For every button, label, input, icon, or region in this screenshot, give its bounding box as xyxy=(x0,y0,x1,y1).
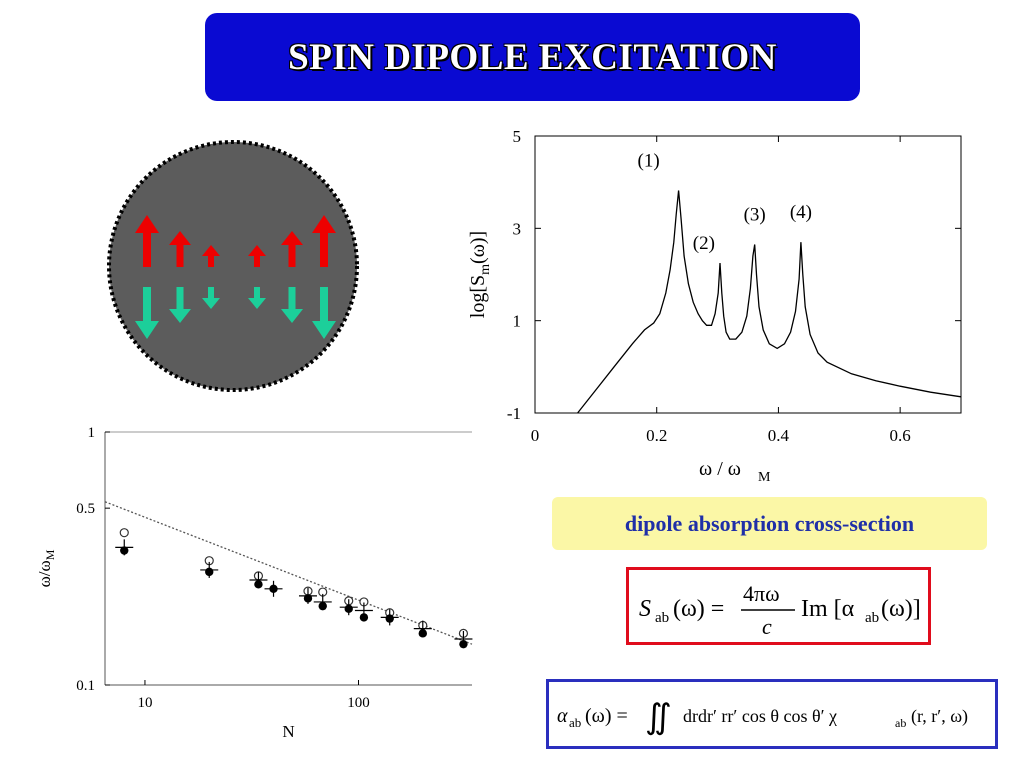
y-tick-label: 0.1 xyxy=(76,678,95,694)
formula1-lhs: S xyxy=(639,596,651,622)
x-axis-label: N xyxy=(282,722,294,741)
filled-circle-point xyxy=(254,580,263,589)
formula1-rhs: Im [α xyxy=(801,596,855,622)
y-tick-label: 1 xyxy=(513,312,522,331)
y-tick-label: -1 xyxy=(507,404,521,423)
filled-circle-point xyxy=(418,629,427,638)
filled-circle-point xyxy=(269,584,278,594)
y-tick-label: 1 xyxy=(88,425,96,441)
spectrum-plot-frame xyxy=(534,135,962,414)
y-axis-label: log[Sm(ω)] xyxy=(467,231,493,318)
frequency-chart: 10 100 0.1 0.5 1 Nω/ωM xyxy=(35,425,473,741)
title-banner: SPIN DIPOLE EXCITATION xyxy=(205,13,860,101)
y-tick-label: 5 xyxy=(513,127,522,146)
spin-diagram xyxy=(107,140,359,392)
spin-down-arrow xyxy=(202,287,220,309)
polarizability-formula: α ab (ω) = ∬ drdr′ rr′ cos θ cos θ′ χ ab… xyxy=(546,679,998,749)
spin-up-arrow xyxy=(169,231,191,267)
x-axis-label-sub: M xyxy=(758,470,771,485)
formula2-tail: (r, r′, ω) xyxy=(911,706,968,727)
spin-up-arrow xyxy=(202,245,220,267)
peak-label: (2) xyxy=(693,233,715,254)
spin-down-arrow xyxy=(169,287,191,323)
formula1-arg: (ω) = xyxy=(673,596,724,622)
spectrum-chart: 0 0.2 0.4 0.6 -1 1 3 5 (1) (2) (3) (4) ω / ω Mlog[Sm(… xyxy=(467,127,962,485)
trend-dotted-line xyxy=(104,501,473,645)
x-tick-label: 0.6 xyxy=(890,426,911,445)
spin-down-arrow xyxy=(248,287,266,309)
open-circle-point xyxy=(119,528,129,538)
x-tick-label: 10 xyxy=(137,695,152,711)
x-axis-label: ω / ω xyxy=(699,458,741,480)
x-tick-label: 0.2 xyxy=(646,426,667,445)
formula1-numerator: 4πω xyxy=(743,581,780,606)
formula2-integral: ∬ xyxy=(645,699,672,736)
filled-circle-point xyxy=(303,594,313,603)
filled-circle-point xyxy=(385,614,394,623)
spin-up-arrow xyxy=(281,231,303,267)
formula2-lhs: α xyxy=(557,705,568,727)
x-tick-label: 0.4 xyxy=(768,426,790,445)
y-tick-label: 3 xyxy=(513,219,522,238)
filled-circle-point xyxy=(459,639,468,649)
x-tick-label: 100 xyxy=(347,695,370,711)
filled-circle-point xyxy=(205,567,214,577)
formula2-chi-sub: ab xyxy=(895,716,906,730)
filled-circle-point xyxy=(318,601,327,611)
spectrum-line xyxy=(577,190,962,414)
slide-title: SPIN DIPOLE EXCITATION xyxy=(288,36,777,78)
cross-section-label: dipole absorption cross-section xyxy=(624,510,915,536)
cross-section-label-box: dipole absorption cross-section xyxy=(552,497,987,550)
formula1-rhs-end: (ω)] xyxy=(881,596,921,622)
formula1-lhs-sub: ab xyxy=(655,610,669,626)
filled-circle-point xyxy=(120,546,129,555)
spin-down-arrow xyxy=(135,287,159,339)
spin-up-arrow xyxy=(135,215,159,267)
spin-down-arrow xyxy=(312,287,336,339)
formula2-lhs-sub: ab xyxy=(569,715,581,730)
y-tick-label: 0.5 xyxy=(76,501,95,517)
peak-label: (3) xyxy=(744,204,766,225)
peak-label: (4) xyxy=(790,202,812,223)
peak-label: (1) xyxy=(638,150,660,171)
filled-circle-point xyxy=(359,613,369,622)
formula2-arg: (ω) = xyxy=(585,705,628,727)
absorption-formula: S ab (ω) = 4πω c Im [α ab (ω)] xyxy=(626,567,931,645)
x-tick-label: 0 xyxy=(531,426,540,445)
y-axis-label: ω/ωM xyxy=(35,549,57,587)
formula2-body: drdr′ rr′ cos θ cos θ′ χ xyxy=(683,706,837,726)
spin-circle xyxy=(107,140,359,392)
spin-down-arrow xyxy=(281,287,303,323)
formula1-denominator: c xyxy=(762,614,772,639)
spin-up-arrow xyxy=(248,245,266,267)
spin-up-arrow xyxy=(312,215,336,267)
formula1-rhs-sub: ab xyxy=(865,610,879,626)
filled-circle-point xyxy=(344,604,353,614)
